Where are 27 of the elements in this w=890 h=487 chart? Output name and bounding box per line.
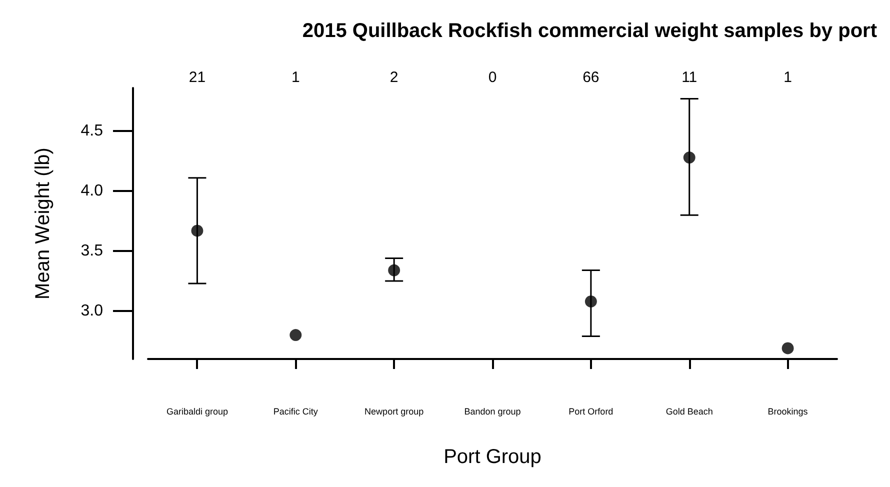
y-tick-label: 4.0 [80,182,104,200]
x-tick-label: Brookings [768,406,808,416]
y-axis-title: Mean Weight (lb) [32,148,54,300]
chart-title: 2015 Quillback Rockfish commercial weight samples by port [302,20,878,42]
point [191,224,204,237]
text: 0 [488,69,497,86]
point [584,295,597,308]
text: 2 [390,69,398,86]
y-tick-label: 3.5 [80,242,104,260]
y-tick-label: 4.5 [80,122,104,140]
x-tick-label: Gold Beach [666,406,713,416]
x-tick-label: Garibaldi group [166,406,228,416]
text: 1 [784,69,792,86]
x-axis-title: Port Group [444,446,542,468]
x-tick-label: Pacific City [273,406,318,416]
text: 66 [582,69,600,86]
text: 21 [188,69,206,86]
x-tick-label: Newport group [364,406,424,416]
x-tick-label: Bandon group [464,406,521,416]
x-tick-label: Port Orford [568,406,614,416]
point [290,329,302,342]
point [782,342,794,354]
text: 11 [682,69,698,86]
text: 1 [291,69,300,86]
point [388,264,400,276]
point [683,152,696,164]
y-tick-label: 3.0 [80,302,104,320]
